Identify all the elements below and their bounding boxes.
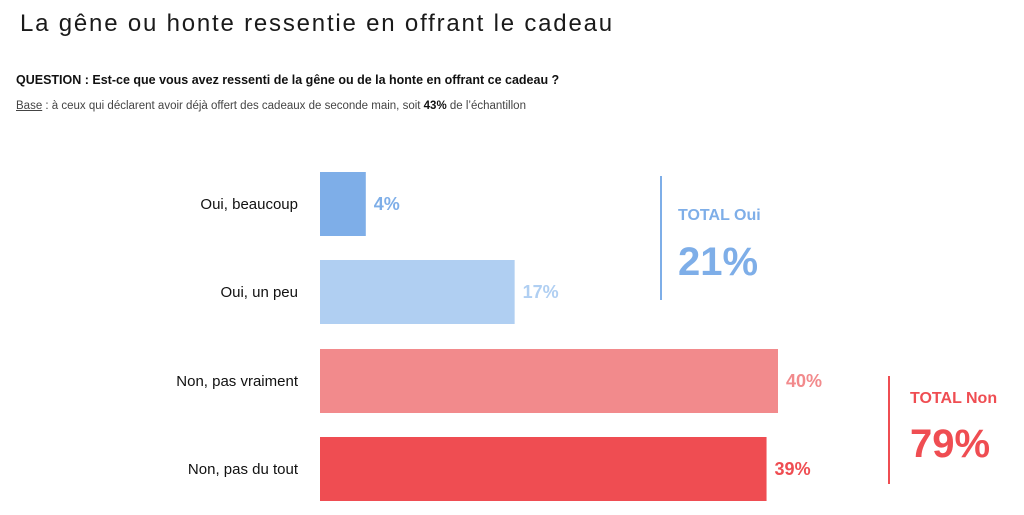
total-label: TOTAL Oui — [678, 207, 761, 224]
base-label: Base — [16, 100, 43, 112]
value-label: 40% — [786, 371, 822, 391]
total-value: 79% — [910, 422, 991, 466]
value-label: 4% — [374, 194, 400, 214]
base-text-end: de l’échantillon — [446, 100, 526, 112]
category-label: Non, pas vraiment — [176, 373, 299, 390]
question-text: QUESTION : Est-ce que vous avez ressenti… — [16, 73, 560, 87]
value-label: 17% — [523, 282, 559, 302]
value-label: 39% — [775, 459, 811, 479]
base-note: Base : à ceux qui déclarent avoir déjà o… — [16, 100, 526, 112]
total-value: 21% — [678, 240, 759, 284]
category-label: Non, pas du tout — [188, 461, 299, 478]
page-title: La gêne ou honte ressentie en offrant le… — [20, 10, 614, 37]
bar-oui-un-peu — [320, 260, 515, 324]
bar-non-pas-vraiment — [320, 349, 778, 413]
total-label: TOTAL Non — [910, 390, 998, 407]
total-divider — [660, 176, 662, 300]
base-percentage: 43% — [423, 100, 447, 112]
category-label: Oui, beaucoup — [200, 196, 298, 213]
bar-oui-beaucoup — [320, 172, 366, 236]
total-divider — [888, 376, 890, 484]
bar-non-pas-du-tout — [320, 437, 767, 501]
base-text-start: : à ceux qui déclarent avoir déjà offert… — [42, 100, 424, 112]
category-label: Oui, un peu — [220, 284, 298, 301]
